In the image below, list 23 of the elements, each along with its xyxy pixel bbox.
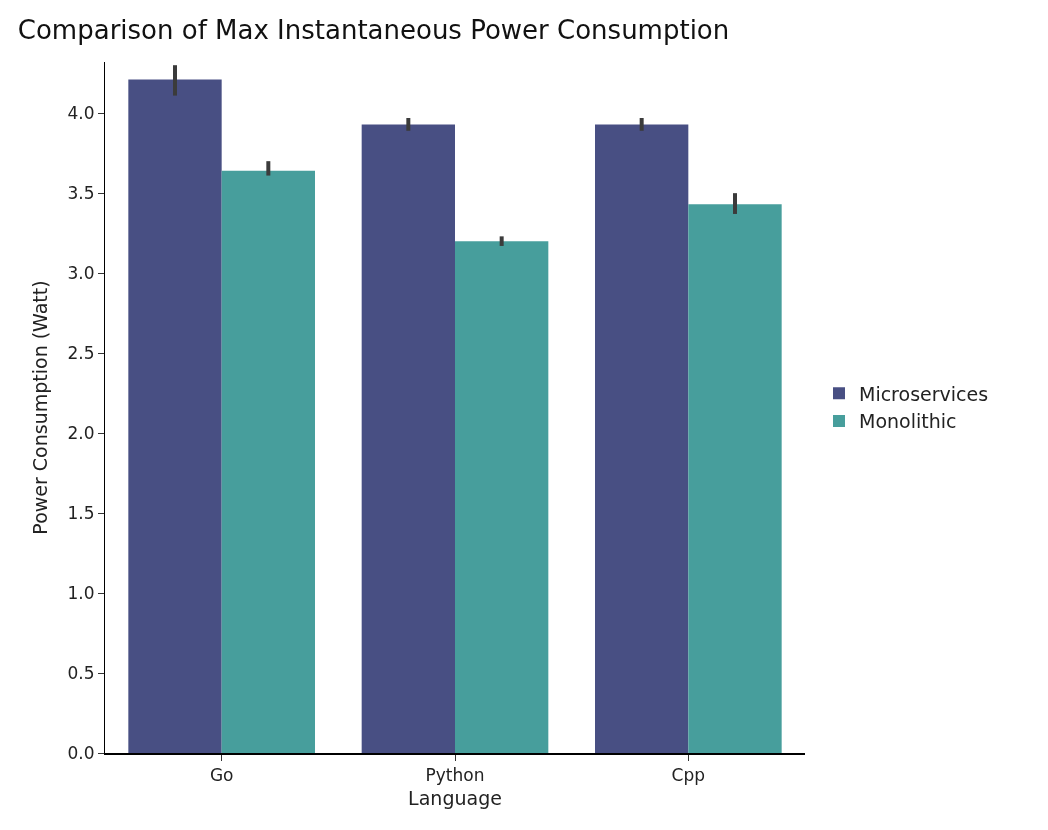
bar — [361, 124, 455, 753]
bar — [688, 204, 782, 753]
y-tick-label: 3.5 — [67, 183, 95, 204]
y-tick-label: 0.5 — [67, 662, 95, 683]
x-axis-title: Language — [408, 787, 502, 810]
y-tick-label: 2.0 — [67, 423, 95, 444]
y-tick-label: 1.5 — [67, 503, 95, 524]
legend-label: Microservices — [859, 382, 989, 405]
x-tick-label: Go — [209, 764, 234, 785]
bar — [221, 170, 315, 753]
y-axis-title: Power Consumption (Watt) — [29, 280, 52, 535]
bar — [455, 241, 549, 753]
chart-title: Comparison of Max Instantaneous Power Consumption — [17, 14, 730, 45]
legend-label: Monolithic — [859, 410, 957, 433]
y-tick-label: 4.0 — [67, 103, 95, 124]
x-tick-label: Python — [425, 764, 485, 785]
y-tick-label: 0.0 — [67, 742, 95, 763]
y-tick-label: 3.0 — [67, 263, 95, 284]
bar — [128, 79, 222, 753]
bar — [595, 124, 689, 753]
y-tick-label: 2.5 — [67, 343, 95, 364]
y-tick-label: 1.0 — [67, 583, 95, 603]
x-tick-label: Cpp — [671, 764, 706, 785]
